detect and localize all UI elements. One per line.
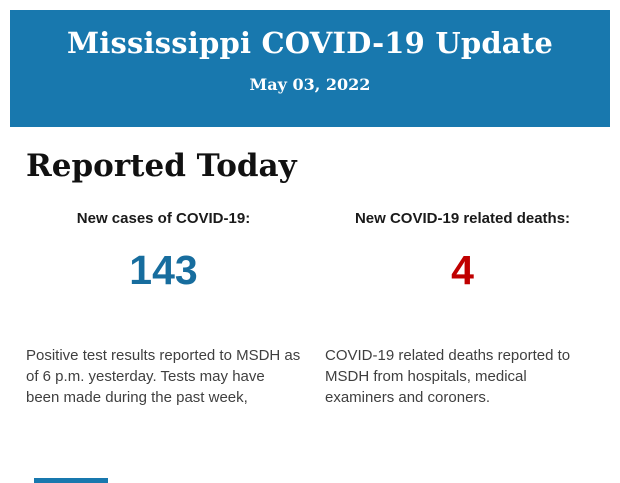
new-cases-description: Positive test results reported to MSDH a… (26, 347, 301, 406)
new-deaths-label: New COVID-19 related deaths: (354, 210, 571, 227)
page-title: Mississippi COVID-19 Update (66, 26, 554, 60)
stat-column-new-cases: New cases of COVID-19: 143 Positive test… (26, 210, 301, 408)
partial-next-section-banner (34, 478, 108, 483)
stat-column-new-deaths: New COVID-19 related deaths: 4 COVID-19 … (325, 210, 600, 408)
new-deaths-value: 4 (451, 247, 474, 293)
new-cases-value: 143 (129, 247, 198, 293)
stats-grid: New cases of COVID-19: 143 Positive test… (26, 210, 600, 408)
new-deaths-description: COVID-19 related deaths reported to MSDH… (325, 347, 571, 406)
header-banner: Mississippi COVID-19 Update May 03, 2022 (10, 10, 610, 127)
new-cases-label: New cases of COVID-19: (76, 210, 251, 227)
header-date: May 03, 2022 (249, 75, 371, 94)
section-heading: Reported Today (26, 148, 297, 184)
